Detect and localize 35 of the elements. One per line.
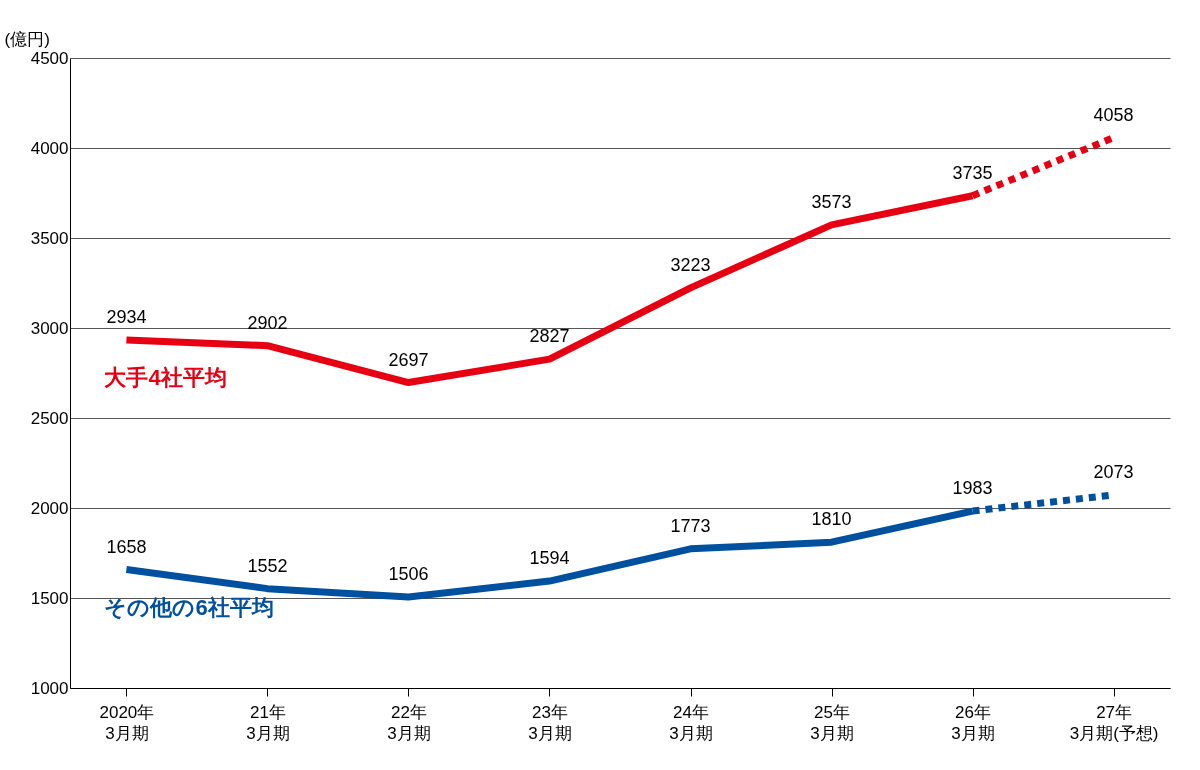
data-label: 2697 <box>388 349 429 370</box>
data-label: 1506 <box>388 563 429 584</box>
x-tick-label: 24年 3月期 <box>669 702 713 743</box>
data-label: 3223 <box>670 254 711 275</box>
y-tick-label: 4000 <box>30 138 69 158</box>
data-label: 2073 <box>1093 461 1134 482</box>
x-tick-label: 22年 3月期 <box>387 702 431 743</box>
data-label: 3573 <box>811 191 852 212</box>
y-tick-label: 2500 <box>30 408 69 428</box>
y-tick-label: 1500 <box>30 588 69 608</box>
x-tick-label: 27年 3月期(予想) <box>1069 702 1159 743</box>
y-tick-label: 3500 <box>30 228 69 248</box>
x-tick-label: 2020年 3月期 <box>99 702 155 743</box>
series-label: 大手4社平均 <box>104 364 227 390</box>
y-tick-label: 4500 <box>30 48 69 68</box>
y-axis-title: (億円) <box>4 29 50 49</box>
data-label: 1983 <box>952 478 993 499</box>
y-tick-label: 3000 <box>30 318 69 338</box>
x-tick-label: 26年 3月期 <box>951 702 995 743</box>
data-label: 2902 <box>247 312 288 333</box>
data-label: 1810 <box>811 509 852 530</box>
data-label: 1552 <box>247 555 288 576</box>
data-label: 3735 <box>952 162 993 183</box>
y-tick-label: 1000 <box>30 678 69 698</box>
y-tick-label: 2000 <box>30 498 69 518</box>
series-label: その他の6社平均 <box>104 594 274 620</box>
x-tick-label: 25年 3月期 <box>810 702 854 743</box>
data-label: 2827 <box>529 326 570 347</box>
data-label: 1594 <box>529 548 570 569</box>
x-tick-label: 23年 3月期 <box>528 702 572 743</box>
x-tick-label: 21年 3月期 <box>246 702 290 743</box>
data-label: 4058 <box>1093 104 1134 125</box>
data-label: 2934 <box>106 306 147 327</box>
data-label: 1773 <box>670 515 711 536</box>
data-label: 1658 <box>106 536 147 557</box>
